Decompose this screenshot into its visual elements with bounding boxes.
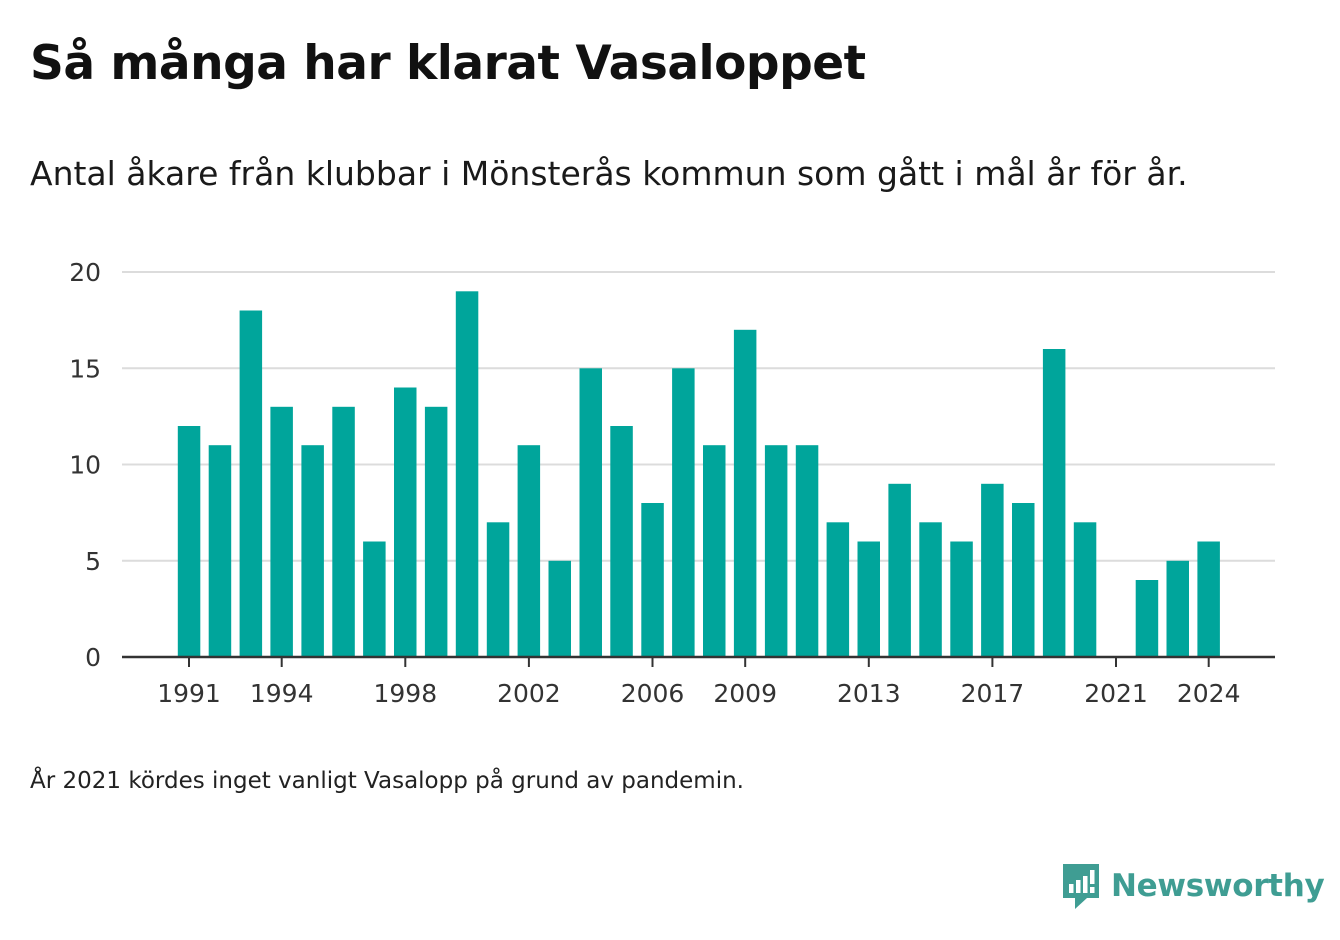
bar-2006 — [641, 503, 664, 657]
x-tick-label: 2009 — [713, 679, 777, 708]
bar-2000 — [455, 291, 479, 658]
chart-title: Så många har klarat Vasaloppet — [30, 36, 866, 91]
bar-2020 — [1073, 522, 1097, 658]
y-tick-label: 15 — [69, 354, 101, 383]
brand: Newsworthy — [1061, 862, 1325, 910]
bar-1999 — [424, 406, 448, 658]
bar-1995 — [301, 445, 324, 657]
x-tick-label: 2006 — [621, 679, 685, 708]
bar-2018 — [1012, 503, 1035, 657]
bar-2011 — [795, 445, 819, 657]
bar-2019 — [1042, 349, 1066, 657]
x-tick-label: 1991 — [157, 679, 221, 708]
y-tick-label: 5 — [85, 547, 101, 576]
bar-2005 — [610, 426, 633, 657]
bar-2015 — [919, 522, 942, 658]
bar-1997 — [363, 541, 386, 657]
bar-2008 — [703, 445, 726, 657]
bar-1992 — [208, 445, 232, 657]
grid-lines — [122, 271, 1275, 562]
bar-1993 — [239, 310, 263, 657]
bar-2016 — [950, 541, 973, 657]
bar-2010 — [764, 445, 788, 657]
x-axis-labels: 1991 1994 1998 2002 2006 2009 2013 2017 2021 2024 — [157, 657, 1241, 708]
bar-2002 — [517, 445, 541, 657]
bar-2004 — [579, 368, 602, 658]
chart-subtitle: Antal åkare från klubbar i Mönsterås kom… — [30, 154, 1188, 193]
brand-name: Newsworthy — [1111, 868, 1325, 904]
x-tick-label: 2002 — [497, 679, 561, 708]
x-tick-label: 2017 — [961, 679, 1025, 708]
newsworthy-logo-icon — [1063, 864, 1099, 909]
bar-2024 — [1197, 541, 1220, 657]
bar-2013 — [857, 541, 880, 657]
x-tick-label: 2024 — [1177, 679, 1241, 708]
bar-2003 — [548, 560, 571, 658]
y-tick-label: 10 — [69, 451, 101, 480]
y-axis-labels: 0 5 10 15 20 — [69, 258, 101, 672]
bar-2007 — [672, 368, 695, 658]
y-tick-label: 0 — [85, 643, 101, 672]
bar-2012 — [826, 522, 850, 658]
bar-1994 — [270, 406, 293, 658]
footnote: År 2021 kördes inget vanligt Vasalopp på… — [30, 768, 744, 794]
bar-1998 — [394, 387, 417, 657]
bar-2022 — [1135, 580, 1159, 657]
bars — [177, 291, 1220, 658]
y-tick-label: 20 — [69, 258, 101, 287]
bar-2014 — [888, 483, 911, 658]
bar-1991 — [177, 426, 201, 657]
bar-2023 — [1166, 560, 1189, 658]
bar-2009 — [733, 329, 757, 658]
bar-chart: 0 5 10 15 20 1991 1994 1998 2002 2006 2009 2013 201… — [69, 258, 1275, 708]
x-tick-label: 2013 — [837, 679, 901, 708]
bar-2001 — [486, 522, 510, 658]
x-tick-label: 1998 — [373, 679, 437, 708]
x-tick-label: 1994 — [250, 679, 314, 708]
bar-2017 — [981, 483, 1004, 658]
bar-1996 — [332, 406, 355, 658]
x-tick-label: 2021 — [1084, 679, 1148, 708]
